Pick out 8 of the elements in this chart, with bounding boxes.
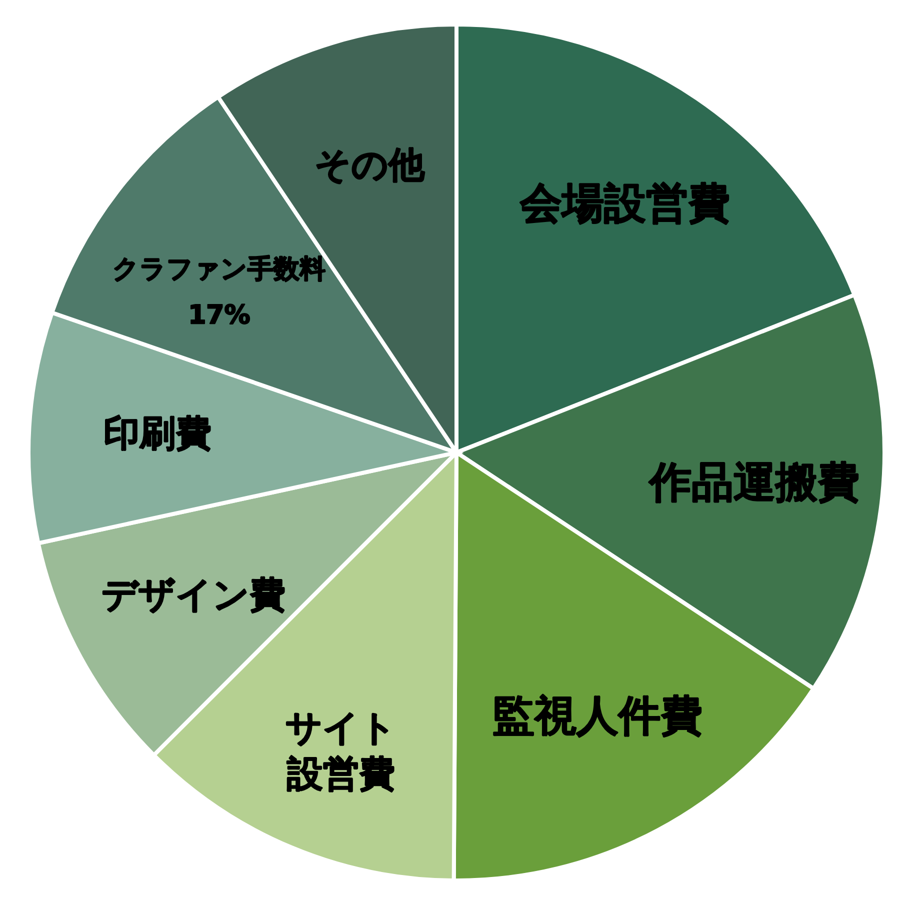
slice-label: 監視人件費: [492, 690, 703, 740]
slice-label: デザイン費: [102, 575, 286, 616]
slice-label: その他: [314, 144, 426, 186]
slice-label: サイト設営費: [285, 708, 396, 795]
slice-label: 作品運搬費: [647, 458, 860, 507]
slice-label: 会場設営費: [518, 178, 730, 228]
slice-label: 印刷費: [103, 414, 212, 455]
slice-label: クラファン手数料 17%: [112, 254, 326, 331]
